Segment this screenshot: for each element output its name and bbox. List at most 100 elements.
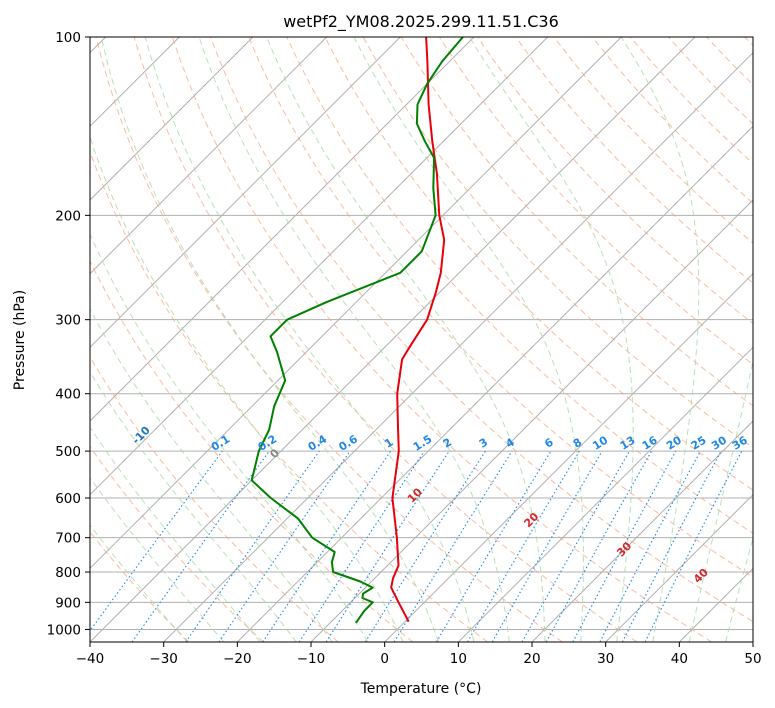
dry-adiabat-line (210, 37, 753, 623)
mixing-ratio-line (393, 450, 513, 642)
mixing-ratio-label: 36 (730, 433, 750, 452)
mixing-ratio-line (90, 450, 223, 632)
moist-adiabat-line (725, 536, 753, 642)
y-tick-label: 100 (55, 30, 81, 46)
y-tick-label: 1000 (47, 622, 81, 638)
moist-adiabat-line (469, 37, 634, 642)
dry-adiabat-line (286, 37, 753, 534)
mixing-ratio-label: 8 (571, 436, 584, 451)
x-tick-label: −30 (149, 651, 178, 667)
mixing-ratio-label: 6 (542, 435, 556, 450)
y-tick-label: 700 (55, 531, 81, 547)
moist-adiabat-label: 0 (267, 446, 282, 461)
mixing-ratio-label: 0.1 (209, 432, 232, 453)
dry-adiabat-line (95, 37, 563, 642)
dry-adiabat-label: -10 (130, 424, 153, 447)
isotherm-line (90, 37, 401, 349)
background-lines (90, 37, 753, 642)
mixing-ratio-label: 20 (664, 433, 684, 452)
mixing-ratio-line (364, 450, 486, 642)
mixing-ratio-line (325, 450, 450, 642)
dry-adiabat-line (171, 37, 712, 642)
moist-adiabat-line (100, 37, 439, 642)
plot-frame (89, 36, 754, 643)
moist-adiabat-line (90, 524, 188, 642)
moist-adiabat-line (90, 135, 404, 642)
y-tick-label: 400 (55, 387, 81, 403)
mixing-ratio-label: 30 (709, 433, 729, 452)
x-tick-label: −40 (76, 651, 105, 667)
moist-adiabat-line (620, 37, 700, 642)
moist-adiabat-line (90, 370, 297, 642)
chart-title: wetPf2_YM08.2025.299.11.51.C36 (283, 12, 559, 32)
mixing-ratio-label: 1.5 (411, 432, 434, 453)
x-tick-label: 30 (597, 651, 614, 667)
x-tick-label: 10 (450, 651, 467, 667)
moist-adiabat-label: 20 (521, 510, 541, 530)
mixing-ratio-line (644, 450, 743, 642)
isotherm-line (310, 199, 753, 642)
isotherm-line (90, 37, 328, 275)
isotherm-line (90, 37, 622, 570)
mixing-ratio-line (131, 450, 270, 642)
mixing-ratio-line (545, 450, 653, 642)
mixing-ratio-label: 2 (441, 436, 454, 451)
line-labels: 0.1 0.2 0.4 0.6 1 1.5 2 3 4 6 8 10 13 16 20 25 30 36-1001… (130, 424, 751, 586)
x-tick-label: −10 (297, 651, 326, 667)
isotherm-line (605, 493, 753, 642)
moist-adiabat-line (198, 37, 510, 642)
mixing-ratio-label: 13 (618, 434, 638, 453)
isotherm-line (90, 37, 696, 642)
isotherm-line (90, 37, 254, 201)
mixing-ratio-line (298, 450, 425, 642)
dry-adiabat-line (90, 259, 414, 642)
dry-adiabat-line (90, 531, 190, 642)
mixing-ratio-line (572, 450, 677, 642)
moist-adiabat-line (144, 37, 475, 642)
y-tick-label: 900 (55, 595, 81, 611)
dry-adiabat-line (324, 37, 753, 491)
moist-adiabat-line (90, 426, 261, 642)
x-tick-label: 50 (744, 651, 761, 667)
dry-adiabat-line (668, 37, 753, 125)
mixing-ratio-label: 3 (477, 436, 490, 451)
dry-adiabat-line (515, 37, 753, 284)
y-tick-label: 200 (55, 208, 81, 224)
y-tick-label: 300 (55, 313, 81, 329)
moist-adiabat-label: 10 (405, 485, 425, 505)
x-tick-label: 20 (523, 651, 540, 667)
mixing-ratio-label: 10 (590, 433, 610, 452)
isotherm-line (236, 125, 753, 642)
isotherm-line (384, 272, 753, 642)
moist-adiabat-line (90, 232, 369, 642)
dry-adiabat-line (706, 37, 753, 86)
mixing-ratio-line (262, 450, 392, 642)
dewpoint-profile (250, 37, 464, 624)
x-tick-label: 0 (380, 651, 389, 667)
isotherm-line (90, 37, 475, 422)
y-tick-label: 500 (55, 444, 81, 460)
y-axis-label: Pressure (hPa) (12, 290, 28, 390)
mixing-ratio-line (435, 450, 552, 642)
mixing-ratio-label: 0.6 (337, 432, 361, 454)
mixing-ratio-label: 25 (689, 434, 709, 453)
x-tick-label: −20 (223, 651, 252, 667)
x-tick-label: 40 (671, 651, 688, 667)
moist-adiabat-line (90, 476, 225, 642)
y-tick-label: 800 (55, 565, 81, 581)
mixing-ratio-line (185, 450, 320, 642)
axis-ticks: −40 −30 −20 −10 0 10 20 30 40 5010009008007006005… (47, 30, 762, 667)
isotherm-line (678, 567, 753, 642)
moist-adiabat-line (90, 308, 333, 642)
dry-adiabat-line (248, 37, 753, 578)
mixing-ratio-line (521, 450, 630, 642)
mixing-ratio-line (599, 450, 701, 642)
moist-adiabat-label: 40 (691, 566, 711, 586)
mixing-ratio-line (218, 450, 351, 642)
x-axis-label: Temperature (°C) (360, 681, 482, 697)
y-tick-label: 600 (55, 491, 81, 507)
isotherm-line (752, 641, 753, 642)
isotherm-line (163, 51, 753, 642)
isotherm-line (90, 37, 549, 496)
